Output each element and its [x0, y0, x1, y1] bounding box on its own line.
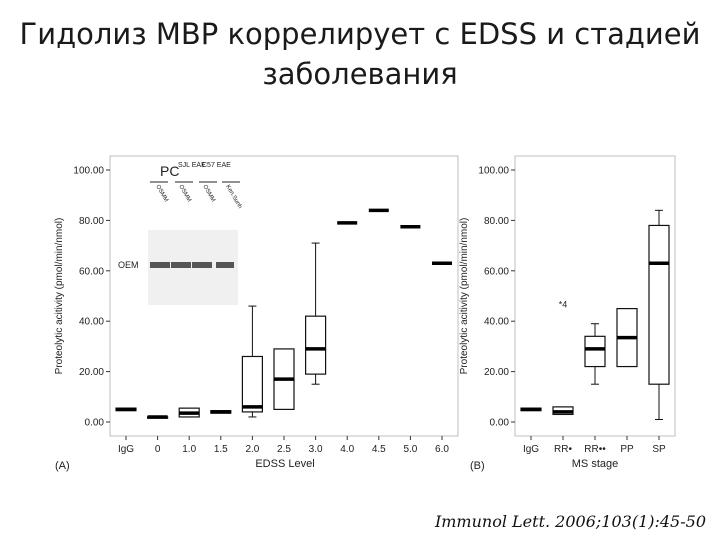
x-tick-label: 2.5 — [277, 444, 291, 455]
y-tick-label: 40.00 — [79, 317, 104, 328]
box — [648, 224, 670, 385]
y-tick-label: 80.00 — [79, 216, 104, 227]
inset-group-label: C57 EAE — [202, 162, 231, 169]
y-axis-label: Proteolytic acitivity (pmol/min/nmol) — [54, 218, 65, 375]
box-plot — [552, 406, 574, 416]
inset-lane-label: OSMM — [177, 184, 192, 203]
outlier-label: *4 — [559, 300, 568, 310]
x-tick-label: 6.0 — [435, 444, 449, 455]
box-plot — [584, 323, 606, 385]
figure: PC SJL EAE C57 EAE OSMM OSMM OSMM Ken.Su… — [54, 155, 676, 472]
x-tick-label: 5.0 — [403, 444, 417, 455]
citation: Immunol Lett. 2006;103(1):45-50 — [434, 512, 706, 531]
inset-group-label: SJL EAE — [178, 162, 206, 169]
panel-label: (B) — [470, 460, 485, 472]
y-tick-label: 20.00 — [79, 367, 104, 378]
box-plot — [305, 242, 327, 385]
gel-band — [216, 262, 234, 268]
box-plot — [616, 308, 638, 368]
y-tick-label: 40.00 — [484, 317, 509, 328]
inset-lane-label: Ken.Sunh — [224, 184, 242, 210]
inset-pc-label: PC — [160, 163, 179, 179]
x-tick-label: 0 — [155, 444, 161, 455]
gel-inset: PC SJL EAE C57 EAE OSMM OSMM OSMM Ken.Su… — [118, 162, 243, 305]
box-plot — [210, 410, 232, 414]
x-tick-label: 4.0 — [340, 444, 354, 455]
inset-band-label: OEM — [118, 260, 139, 270]
y-axis-label: Proteolytic acitivity (pmol/min/nmol) — [459, 218, 470, 375]
box-plot — [115, 407, 137, 412]
box — [241, 355, 263, 413]
box-plot — [178, 407, 200, 418]
slide-title: Гидолиз MBP коррелирует с EDSS и стадией… — [0, 14, 720, 94]
x-tick-label: PP — [620, 444, 634, 455]
panel-a: 0.00 20.00 40.00 60.00 80.00 100.00 Proteolyti… — [54, 166, 452, 472]
x-tick-label: 4.5 — [372, 444, 386, 455]
inset-lane-label: OSMM — [201, 184, 216, 203]
box-plot — [147, 415, 169, 419]
x-axis-label: EDSS Level — [255, 458, 314, 470]
x-tick-label: 1.5 — [214, 444, 228, 455]
box-plot — [648, 209, 670, 420]
y-tick-label: 100.00 — [73, 166, 104, 177]
gel-band — [171, 262, 191, 268]
x-tick-label: 2.0 — [245, 444, 259, 455]
panel-label: (A) — [55, 460, 70, 472]
box — [584, 335, 606, 368]
y-tick-label: 60.00 — [79, 266, 104, 277]
y-tick-label: 100.00 — [478, 166, 509, 177]
gel-band — [150, 262, 170, 268]
panel-b: 0.00 20.00 40.00 60.00 80.00 100.00 Proteolyti… — [459, 166, 670, 472]
y-tick-label: 80.00 — [484, 216, 509, 227]
box-plot — [520, 407, 542, 412]
box — [305, 315, 327, 375]
title-line-2: заболевания — [262, 57, 458, 91]
gel-band — [192, 262, 212, 268]
x-tick-label: 1.0 — [182, 444, 196, 455]
x-tick-label: SP — [652, 444, 666, 455]
inset-lane-label: OSMM — [154, 184, 169, 203]
y-tick-label: 20.00 — [484, 367, 509, 378]
x-tick-label: 3.0 — [309, 444, 323, 455]
x-tick-label: RR• — [554, 444, 572, 455]
box-plot — [241, 305, 263, 418]
x-tick-label: IgG — [523, 444, 539, 455]
x-tick-label: IgG — [118, 444, 134, 455]
y-tick-label: 0.00 — [490, 418, 510, 429]
y-tick-label: 0.00 — [85, 418, 105, 429]
x-tick-label: RR•• — [584, 444, 606, 455]
x-axis-label: MS stage — [572, 458, 618, 470]
title-line-1: Гидолиз MBP коррелирует с EDSS и стадией — [19, 17, 701, 51]
box-plot — [273, 348, 295, 411]
y-tick-label: 60.00 — [484, 266, 509, 277]
